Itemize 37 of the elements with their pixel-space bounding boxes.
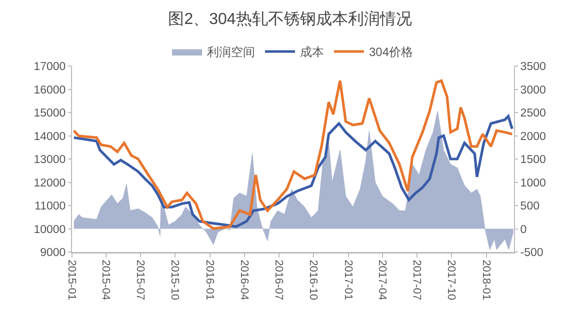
chart-title: 图2、304热轧不锈钢成本利润情况 xyxy=(168,10,412,28)
y-tick-label: 15000 xyxy=(34,108,66,120)
y-tick-label: 11000 xyxy=(34,200,66,213)
line-series xyxy=(72,114,514,228)
x-tick-label: 2016-07 xyxy=(272,260,284,300)
y-tick-label: 13000 xyxy=(34,154,66,166)
x-tick-label: 2017-07 xyxy=(410,260,422,300)
y2-tick-label: -500 xyxy=(520,247,544,260)
y2-tick-label: 3000 xyxy=(520,84,546,96)
x-tick-label: 2017-10 xyxy=(445,260,458,300)
legend-label: 304价格 xyxy=(369,45,414,60)
y2-tick-label: 1500 xyxy=(520,154,546,166)
y2-tick-label: 2000 xyxy=(520,130,546,143)
y2-tick-label: 1000 xyxy=(520,177,546,190)
y-tick-label: 10000 xyxy=(34,224,66,236)
x-tick-label: 2015-04 xyxy=(99,260,112,300)
y-tick-label: 12000 xyxy=(34,177,66,190)
y2-tick-label: 2500 xyxy=(520,108,546,120)
y2-tick-label: 3500 xyxy=(520,61,546,74)
x-tick-label: 2016-04 xyxy=(238,260,250,300)
x-tick-label: 2017-01 xyxy=(342,260,354,300)
y-tick-label: 14000 xyxy=(34,130,66,143)
x-tick-label: 2016-01 xyxy=(203,260,216,300)
x-tick-label: 2017-04 xyxy=(376,260,388,300)
y2-tick-label: 0 xyxy=(520,224,527,236)
legend-label: 利润空间 xyxy=(207,45,255,60)
x-tick-label: 2015-01 xyxy=(65,260,78,300)
line-series xyxy=(72,79,514,230)
x-tick-label: 2018-01 xyxy=(480,260,492,300)
y-tick-label: 16000 xyxy=(34,84,66,96)
x-tick-label: 2015-10 xyxy=(168,260,181,300)
x-tick-label: 2016-10 xyxy=(307,260,320,300)
legend-label: 成本 xyxy=(300,45,324,60)
x-tick-label: 2015-07 xyxy=(134,260,146,300)
y-tick-label: 17000 xyxy=(34,61,66,74)
y2-tick-label: 500 xyxy=(520,200,540,213)
y-tick-label: 9000 xyxy=(40,247,66,260)
